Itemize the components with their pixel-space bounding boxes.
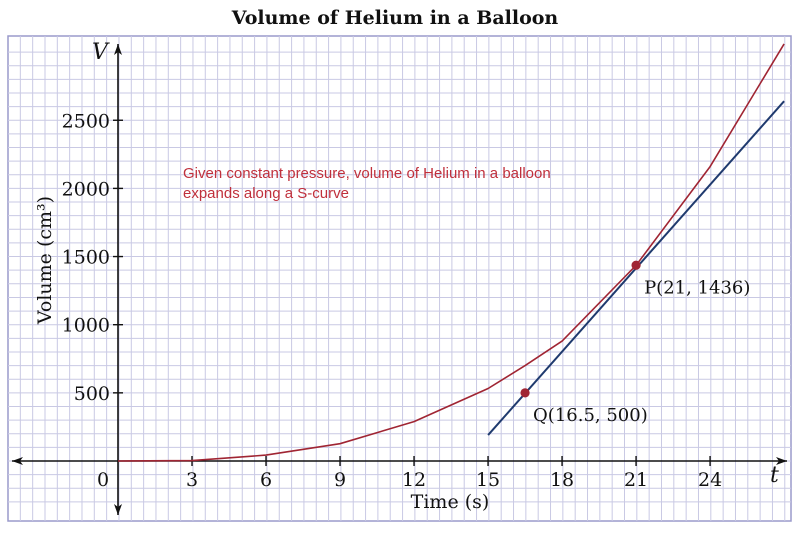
x-tick-label: 12 — [402, 469, 426, 491]
x-tick-label: 9 — [334, 469, 346, 491]
x-tick-label: 3 — [186, 469, 198, 491]
x-axis-letter: t — [770, 463, 779, 488]
origin-label: 0 — [97, 469, 109, 491]
y-tick-label: 1500 — [62, 247, 110, 269]
point-label: Q(16.5, 500) — [533, 405, 648, 426]
series-line-curve — [117, 43, 785, 462]
point-label: P(21, 1436) — [644, 277, 750, 298]
x-axis-title: Time (s) — [411, 491, 490, 513]
y-tick-label: 2500 — [62, 110, 110, 132]
y-axis-arrow-up — [114, 44, 122, 55]
y-tick-label: 2000 — [62, 178, 110, 200]
chart-title: Volume of Helium in a Balloon — [231, 7, 559, 29]
y-axis-arrow-down — [114, 504, 122, 515]
x-tick-label: 15 — [476, 469, 500, 491]
y-tick-label: 500 — [74, 383, 110, 405]
annotation-line-1: Given constant pressure, volume of Heliu… — [183, 165, 551, 182]
annotation-line-2: expands along a S-curve — [183, 185, 349, 202]
point-marker — [520, 388, 530, 398]
y-axis-letter: V — [92, 40, 110, 65]
points-group: P(21, 1436) Q(16.5, 500) — [520, 260, 750, 426]
x-tick-label: 18 — [550, 469, 574, 491]
x-tick-label: 24 — [698, 469, 722, 491]
x-axis-arrow-right — [776, 457, 787, 465]
x-tick-label: 6 — [260, 469, 272, 491]
point-marker — [631, 260, 641, 270]
x-tick-label: 21 — [624, 469, 648, 491]
x-axis-arrow-left — [12, 457, 23, 465]
plot-frame — [7, 35, 792, 522]
y-tick-label: 1000 — [62, 315, 110, 337]
y-axis-title: Volume (cm³) — [34, 196, 56, 325]
grid — [8, 36, 791, 521]
tick-labels: 3 6 9 12 15 18 21 24 500 1000 1500 2000 2500 — [62, 110, 723, 491]
